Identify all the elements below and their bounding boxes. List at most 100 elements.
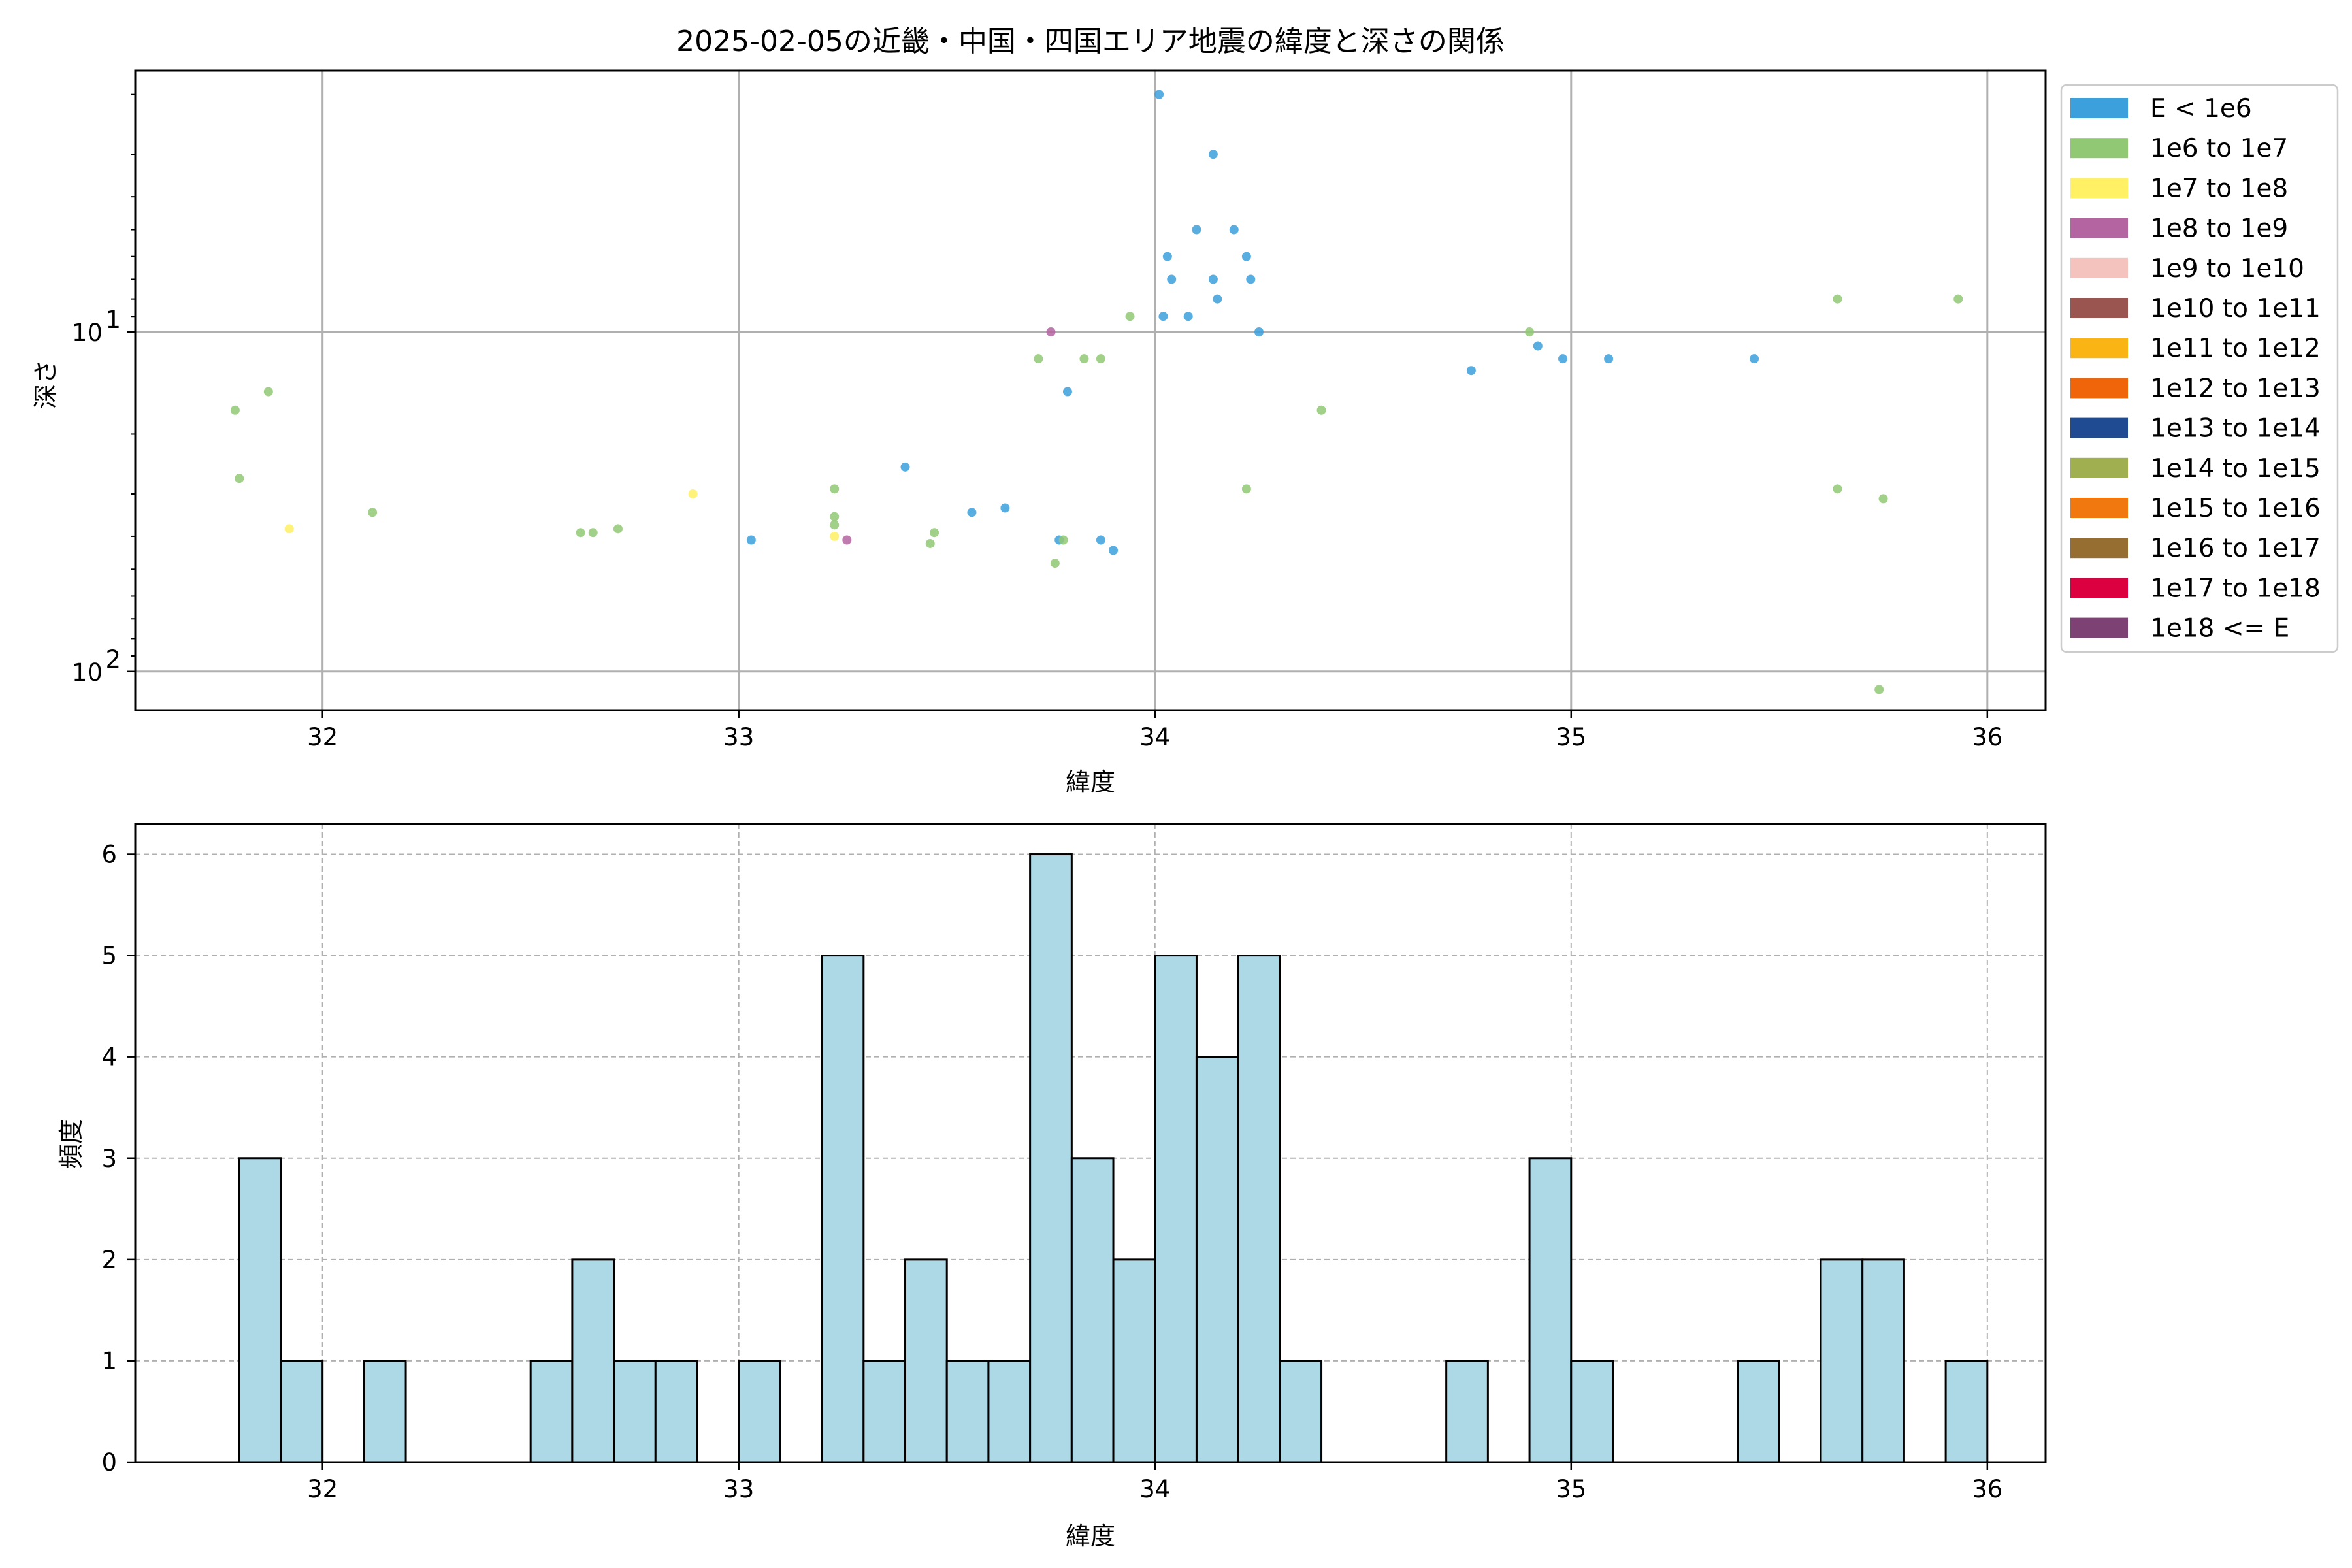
scatter-point [613,524,623,534]
scatter-point [1466,366,1476,376]
scatter-point [1208,274,1218,284]
hist-bar [1528,1157,1573,1463]
legend-label: 1e17 to 1e18 [2150,574,2321,603]
scatter-y-tick-label: 10 [72,319,103,347]
hist-bar [1279,1360,1323,1463]
scatter-point [688,489,698,498]
legend-swatch [2070,98,2128,118]
scatter-point [1229,225,1239,235]
scatter-title: 2025-02-05の近畿・中国・四国エリア地震の緯度と深さの関係 [676,25,1505,58]
hist-y-tick-label: 5 [101,942,117,970]
scatter-legend: E < 1e6 1e6 to 1e7 1e7 to 1e8 1e8 to 1e9 1e9… [2060,84,2339,653]
hist-bar [945,1360,990,1463]
scatter-point [576,528,585,538]
scatter-point [830,531,840,541]
scatter-point [1558,354,1568,364]
hist-frame [134,823,2047,1463]
scatter-point [1833,484,1842,494]
hist-y-tick-label: 6 [101,841,117,869]
legend-label: 1e7 to 1e8 [2150,174,2288,203]
hist-bar [1944,1360,1989,1463]
hist-y-tick-label: 0 [101,1448,117,1477]
legend-swatch [2070,538,2128,559]
scatter-point [830,520,840,530]
legend-swatch [2070,178,2128,199]
scatter-point [830,484,840,494]
hist-bar [1112,1258,1156,1463]
scatter-point [930,528,939,538]
scatter-point [1213,294,1222,304]
hist-bar [654,1360,698,1463]
scatter-point [1750,354,1759,364]
scatter-ylabel: 深さ [31,359,60,409]
scatter-frame [134,69,2047,711]
hist-bar [613,1360,657,1463]
legend-label: 1e10 to 1e11 [2150,294,2321,323]
legend-swatch [2070,498,2128,518]
scatter-point [1050,559,1060,568]
legend-label: 1e18 <= E [2150,614,2289,644]
legend-box [2060,84,2339,653]
scatter-point [1833,294,1842,304]
scatter-point [967,508,977,517]
scatter-point [230,405,240,415]
scatter-point [900,462,910,472]
legend-label: 1e9 to 1e10 [2150,254,2304,284]
legend-label: 1e12 to 1e13 [2150,374,2321,403]
scatter-x-tick-label: 33 [723,723,754,751]
hist-bar [571,1258,615,1463]
scatter-point [235,474,244,483]
scatter-point [1241,252,1251,261]
scatter-point [1183,312,1193,321]
hist-y-tick-label: 3 [101,1145,117,1173]
scatter-point [1125,312,1135,321]
hist-y-tick-label: 1 [101,1347,117,1375]
scatter-point [1162,252,1172,261]
scatter-point [1192,225,1201,235]
hist-bar [987,1360,1032,1463]
scatter-y-tick-exponent: 2 [105,645,121,674]
scatter-point [1109,546,1119,555]
hist-bar [821,955,865,1463]
legend-swatch [2070,257,2128,278]
legend-label: 1e13 to 1e14 [2150,414,2321,444]
scatter-point [1096,535,1105,545]
scatter-point [842,535,852,545]
legend-label: 1e15 to 1e16 [2150,494,2321,523]
hist-bar [904,1258,948,1463]
hist-bar [738,1360,781,1463]
hist-x-tick-label: 32 [307,1475,338,1503]
legend-swatch [2070,378,2128,399]
legend-label: E < 1e6 [2150,94,2252,123]
legend-swatch [2070,338,2128,359]
hist-bar [280,1360,324,1463]
scatter-point [1158,312,1168,321]
hist-bar [1570,1360,1614,1463]
legend-label: 1e8 to 1e9 [2150,214,2288,244]
hist-x-tick-label: 33 [723,1475,754,1503]
hist-bar [1861,1258,1905,1463]
scatter-point [1878,494,1888,504]
scatter-point [1874,685,1884,694]
scatter-y-tick-exponent: 1 [105,306,121,334]
hist-bar [1154,955,1198,1463]
hist-bar [1195,1056,1239,1463]
legend-swatch [2070,578,2128,598]
hist-x-tick-label: 36 [1972,1475,2002,1503]
scatter-point [1058,535,1068,545]
legend-label: 1e6 to 1e7 [2150,134,2288,163]
legend-swatch [2070,138,2128,159]
scatter-point [1167,274,1177,284]
scatter-plot-area [135,71,2046,710]
scatter-x-tick-label: 34 [1139,723,1170,751]
scatter-xlabel: 緯度 [1066,768,1115,796]
scatter-point [1154,90,1164,99]
hist-ylabel: 頻度 [57,1119,86,1169]
legend-label: 1e11 to 1e12 [2150,334,2321,363]
hist-bar [1029,853,1073,1463]
scatter-point [1046,327,1056,336]
hist-bar [363,1360,407,1463]
